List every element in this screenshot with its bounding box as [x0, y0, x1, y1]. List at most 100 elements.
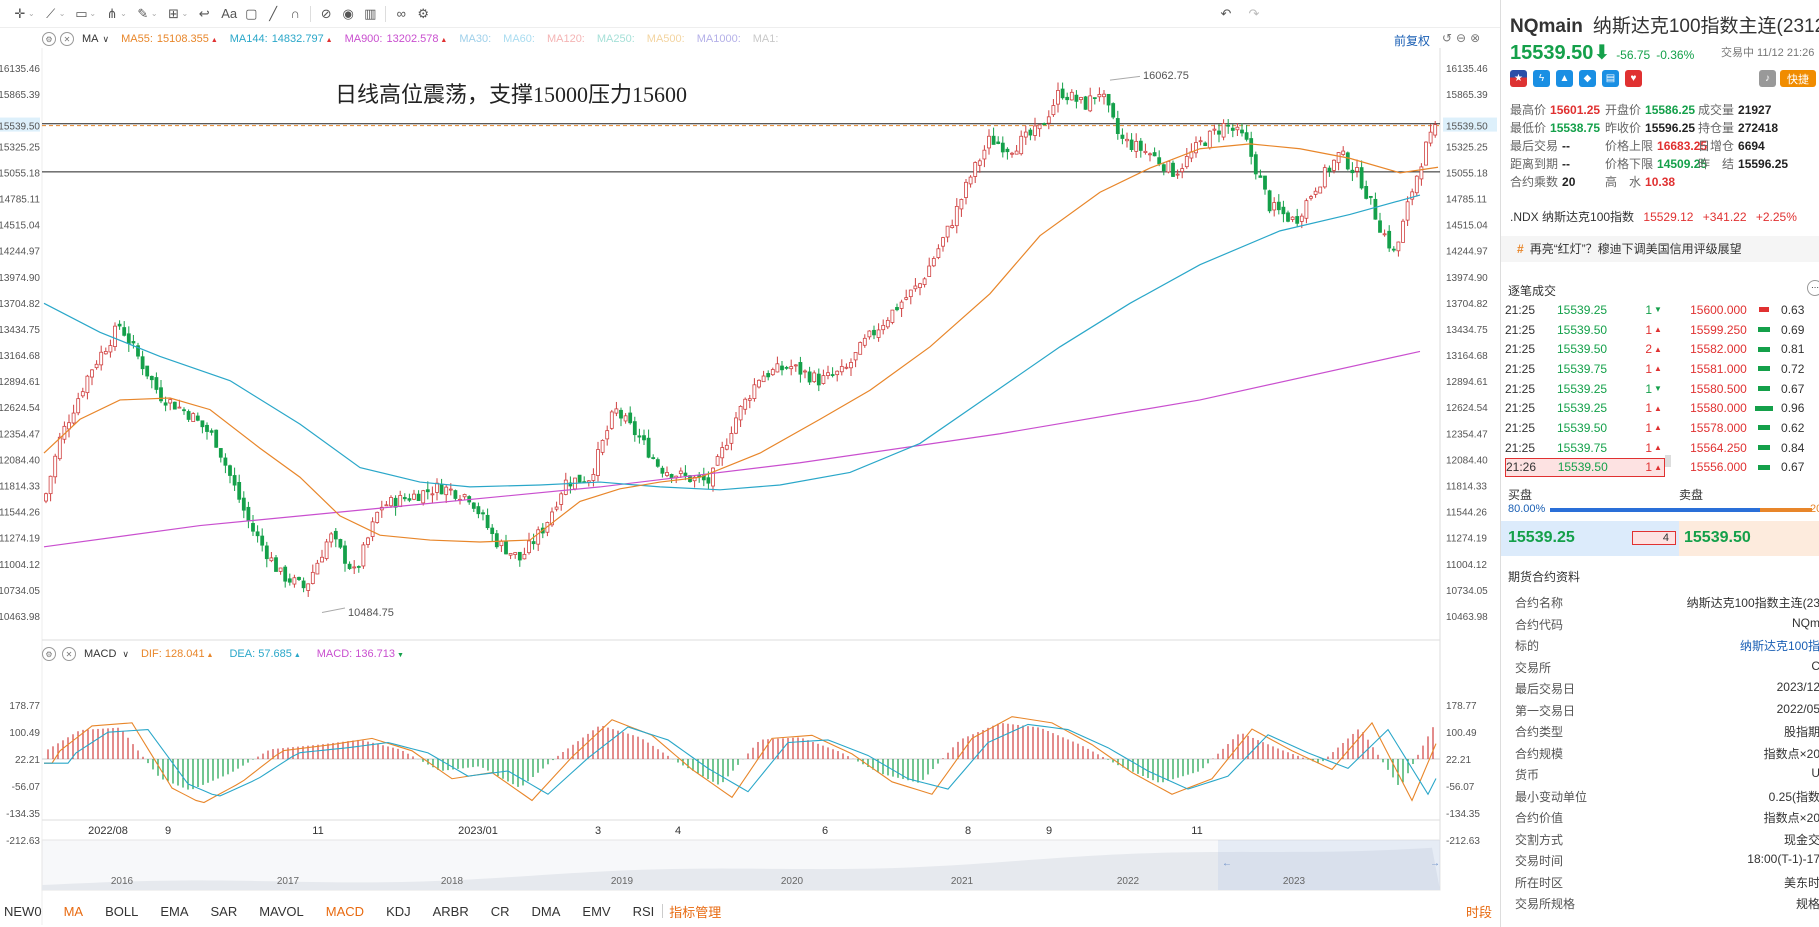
time-mode-button[interactable]: 时段 — [1465, 905, 1492, 920]
overview-year-label: 2017 — [277, 876, 300, 887]
indicator-tab[interactable]: MACD — [325, 903, 365, 919]
link-icon[interactable]: ∞ — [396, 6, 406, 21]
indicator-tab[interactable]: EMV — [582, 903, 611, 919]
candle — [729, 433, 734, 444]
candle — [1005, 148, 1010, 153]
indicator-tab[interactable]: MA — [63, 903, 84, 919]
indicator-tab[interactable]: RSI — [632, 903, 655, 919]
ma-item[interactable]: MA144: 14832.797 ▲ — [230, 33, 333, 45]
indicator-tab[interactable]: ARBR — [432, 903, 469, 919]
ma-item[interactable]: MA900: 13202.578 ▲ — [345, 33, 448, 45]
chevron-down-icon[interactable]: ∨ — [122, 648, 129, 659]
magnet-icon[interactable]: ∩ — [290, 6, 300, 21]
candle — [1042, 123, 1047, 126]
candle — [1083, 96, 1088, 110]
ask-price[interactable]: 15539.50 — [1684, 529, 1751, 546]
indicator-tab[interactable]: KDJ — [386, 903, 411, 919]
ma-item[interactable]: MA30: — [459, 33, 491, 45]
depth-row: 15580.500 0.67 — [1669, 379, 1819, 399]
chevron-down-icon[interactable]: ⌄ — [120, 9, 127, 18]
ask-box[interactable] — [1679, 521, 1819, 556]
indicator-tab[interactable]: SAR — [210, 903, 238, 919]
note-icon[interactable]: ▤ — [1602, 70, 1619, 87]
lock-icon[interactable]: ⊘ — [320, 5, 332, 21]
candle — [1341, 150, 1346, 155]
text-icon[interactable]: Aa — [221, 6, 238, 21]
fork-icon[interactable]: ⋔ — [106, 5, 118, 21]
depth-value: 0.63 — [1781, 302, 1805, 317]
ma-item[interactable]: MA500: — [647, 33, 685, 45]
indicator-tab[interactable]: NEW0 — [4, 903, 42, 919]
close-icon[interactable]: ✕ — [60, 32, 74, 46]
scrollbar[interactable] — [1665, 455, 1671, 467]
spec-value[interactable]: 纳斯达克100指 — [1739, 639, 1819, 653]
macd-name[interactable]: MACD — [84, 648, 117, 660]
settings-icon[interactable]: ⚙ — [42, 32, 56, 46]
rect-icon[interactable]: ▭ — [75, 5, 88, 21]
lightning-icon[interactable]: ϟ — [1533, 70, 1550, 87]
indicator-tab[interactable]: EMA — [160, 903, 189, 919]
adjust-mode-button[interactable]: 前复权 — [1394, 34, 1431, 48]
spec-row: 最后交易日 2023/12 — [1515, 680, 1819, 702]
indicator-tab[interactable]: MAVOL — [259, 903, 304, 919]
candle — [766, 373, 771, 378]
crosshair-icon[interactable]: ✛ — [14, 5, 26, 21]
candle — [1281, 206, 1286, 215]
tick-t: 21:25 — [1505, 322, 1536, 337]
pane-controls[interactable]: ↺⊖⊗ — [1442, 31, 1485, 45]
depth-value: 0.69 — [1781, 322, 1805, 337]
underlying-index[interactable]: .NDX 纳斯达克100指数 15529.12 +341.22 +2.25% — [1510, 208, 1797, 225]
trash-icon[interactable]: ▥ — [364, 5, 377, 21]
bid-price[interactable]: 15539.25 — [1508, 529, 1575, 546]
candle — [927, 265, 932, 277]
measure-icon[interactable]: ⊞ — [168, 5, 179, 21]
indicator-tab[interactable]: BOLL — [105, 903, 139, 919]
tag-icon[interactable]: ◆ — [1579, 70, 1596, 87]
tick-n: 1 — [1645, 322, 1652, 337]
line-icon[interactable]: ⟋ — [46, 5, 56, 21]
ma-item[interactable]: MA1000: — [697, 33, 741, 45]
candlestick-chart[interactable]: 16135.46 16135.46 15865.39 15865.39 15539.50… — [0, 0, 1500, 927]
news-headline[interactable]: 再亮“红灯”？穆迪下调美国信用评级展望 — [1529, 242, 1742, 256]
heart-icon[interactable]: ♥ — [1625, 70, 1642, 87]
ma-item[interactable]: MA250: — [597, 33, 635, 45]
ma-label: MA1: — [752, 33, 779, 45]
indicator-tab[interactable]: CR — [490, 903, 510, 919]
candle — [1217, 130, 1221, 135]
candle — [715, 456, 720, 466]
settings-icon[interactable]: ⚙ — [42, 647, 56, 661]
news-ticker[interactable]: # 再亮“红灯”？穆迪下调美国信用评级展望 — [1501, 236, 1819, 262]
chevron-down-icon[interactable]: ⌄ — [28, 9, 35, 18]
ma-item[interactable]: MA1: — [753, 33, 779, 45]
more-icon[interactable]: ⋯ — [1807, 280, 1819, 296]
candle — [1345, 152, 1350, 170]
redo-icon[interactable]: ↷ — [1248, 6, 1260, 21]
chevron-down-icon[interactable]: ∨ — [102, 33, 110, 44]
comment-icon[interactable]: ▢ — [245, 5, 258, 21]
quick-trade-button[interactable]: 快捷 — [1780, 70, 1816, 87]
close-icon[interactable]: ✕ — [62, 647, 76, 661]
bell-icon[interactable]: ♪ — [1759, 70, 1776, 87]
chevron-down-icon[interactable]: ⌄ — [150, 9, 158, 18]
gear-icon[interactable]: ⚙ — [417, 5, 430, 21]
back-icon[interactable]: ↩ — [198, 5, 210, 21]
ruler-icon[interactable]: ╱ — [269, 5, 278, 21]
collapse-icon[interactable]: ^ — [1648, 162, 1653, 173]
chart-tool-icon[interactable]: ▲ — [1556, 70, 1573, 87]
ma-item[interactable]: MA120: — [547, 33, 585, 45]
chevron-down-icon[interactable]: ⌄ — [58, 9, 66, 18]
ma-item[interactable]: MA55: 15108.355 ▲ — [121, 33, 218, 45]
chevron-down-icon[interactable]: ⌄ — [89, 9, 97, 18]
candle — [789, 366, 794, 370]
indicator-manage-button[interactable]: 指标管理 — [669, 904, 722, 920]
ma-indicator-name[interactable]: MA — [82, 33, 99, 45]
overview-year-label: 2016 — [111, 876, 134, 887]
ma-item[interactable]: MA60: — [503, 33, 535, 45]
chevron-down-icon[interactable]: ⌄ — [181, 9, 189, 18]
undo-icon[interactable]: ↶ — [1220, 6, 1232, 21]
stat-item: 昨 结 15596.25 — [1698, 155, 1788, 173]
brush-icon[interactable]: ✎ — [137, 5, 149, 21]
indicator-tab[interactable]: DMA — [531, 903, 561, 919]
candle — [255, 531, 260, 537]
eye-icon[interactable]: ◉ — [342, 5, 354, 21]
